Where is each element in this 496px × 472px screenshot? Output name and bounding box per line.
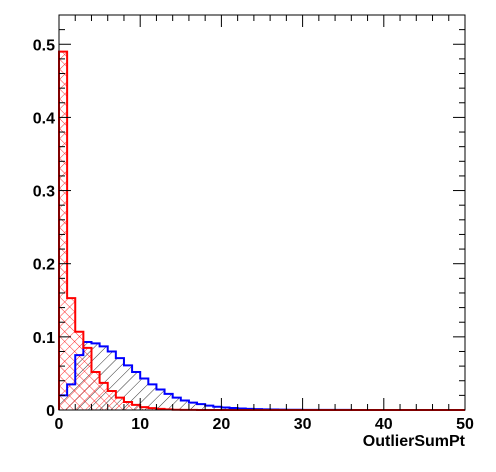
y-axis: 0 0.1 0.2 0.3 0.4 0.5 <box>33 14 465 420</box>
x-tick-label: 20 <box>213 416 231 433</box>
series-blue-fill <box>59 341 465 410</box>
x-tick-label: 30 <box>294 416 312 433</box>
x-tick-label: 40 <box>375 416 393 433</box>
plot-frame <box>58 14 466 411</box>
y-tick-label: 0.4 <box>33 110 55 127</box>
x-tick-label: 0 <box>55 416 64 433</box>
x-tick-label: 10 <box>131 416 149 433</box>
x-tick-label: 50 <box>456 416 474 433</box>
y-tick-label: 0.2 <box>33 257 55 274</box>
y-tick-label: 0.3 <box>33 184 55 201</box>
x-axis-title: OutlierSumPt <box>363 433 466 450</box>
y-tick-label: 0.5 <box>33 37 55 54</box>
x-axis: 0 10 20 30 40 50 <box>55 15 474 433</box>
y-tick-label: 0 <box>46 403 55 420</box>
y-tick-label: 0.1 <box>33 330 55 347</box>
